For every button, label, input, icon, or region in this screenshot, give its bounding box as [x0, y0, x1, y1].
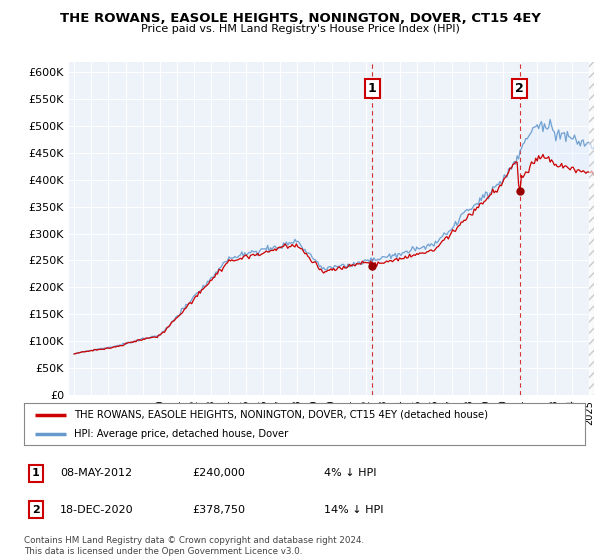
- Text: 1: 1: [368, 82, 377, 95]
- Text: Price paid vs. HM Land Registry's House Price Index (HPI): Price paid vs. HM Land Registry's House …: [140, 24, 460, 34]
- Text: 08-MAY-2012: 08-MAY-2012: [60, 468, 132, 478]
- Text: 4% ↓ HPI: 4% ↓ HPI: [324, 468, 377, 478]
- Bar: [589, 62, 594, 395]
- Text: Contains HM Land Registry data © Crown copyright and database right 2024.
This d: Contains HM Land Registry data © Crown c…: [24, 536, 364, 556]
- Text: 14% ↓ HPI: 14% ↓ HPI: [324, 505, 383, 515]
- Text: THE ROWANS, EASOLE HEIGHTS, NONINGTON, DOVER, CT15 4EY: THE ROWANS, EASOLE HEIGHTS, NONINGTON, D…: [59, 12, 541, 25]
- Text: 18-DEC-2020: 18-DEC-2020: [60, 505, 134, 515]
- Text: 1: 1: [32, 468, 40, 478]
- Text: 2: 2: [515, 82, 524, 95]
- Text: £240,000: £240,000: [192, 468, 245, 478]
- Text: THE ROWANS, EASOLE HEIGHTS, NONINGTON, DOVER, CT15 4EY (detached house): THE ROWANS, EASOLE HEIGHTS, NONINGTON, D…: [74, 410, 488, 420]
- Text: £378,750: £378,750: [192, 505, 245, 515]
- Text: HPI: Average price, detached house, Dover: HPI: Average price, detached house, Dove…: [74, 430, 289, 439]
- Text: 2: 2: [32, 505, 40, 515]
